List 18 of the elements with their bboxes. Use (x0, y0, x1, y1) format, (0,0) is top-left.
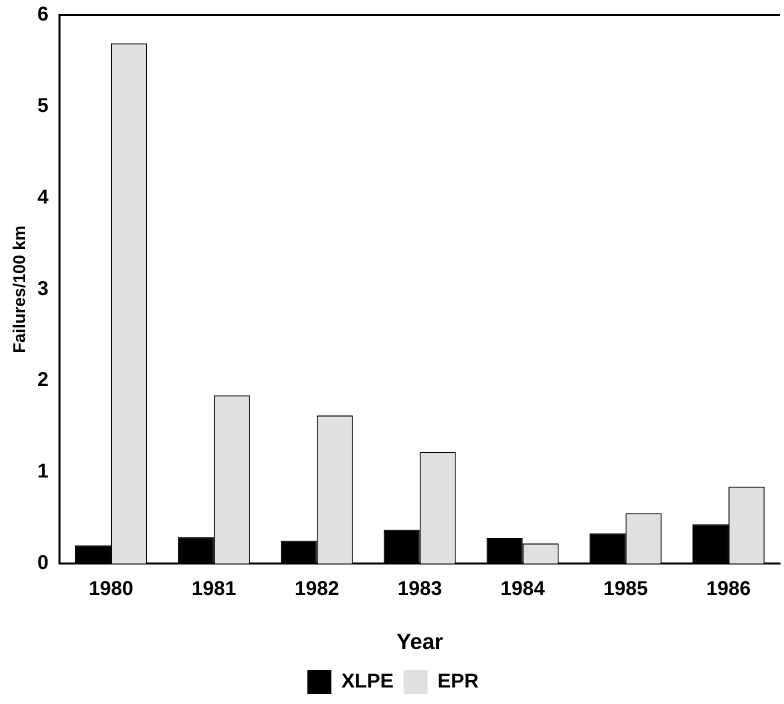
y-axis-title: Failures/100 km (10, 226, 29, 354)
y-tick-label: 6 (37, 4, 49, 26)
x-axis-title: Year (396, 628, 444, 654)
y-tick-label: 2 (37, 369, 49, 392)
x-tick-label: 1981 (192, 578, 236, 600)
x-tick-label: 1980 (88, 578, 134, 600)
y-tick-label: 3 (37, 278, 49, 300)
x-tick-label: 1986 (706, 578, 751, 600)
x-tick-label: 1982 (294, 578, 340, 600)
y-tick-label: 5 (37, 94, 49, 117)
x-tick-label: 1985 (603, 578, 648, 600)
x-tick-label: 1984 (500, 578, 546, 600)
y-tick-label: 0 (37, 552, 49, 574)
y-tick-label: 1 (37, 460, 49, 483)
legend-label: EPR (438, 670, 480, 693)
legend-label: XLPE (341, 670, 394, 693)
y-tick-label: 4 (37, 186, 50, 208)
x-tick-label: 1983 (398, 578, 442, 600)
